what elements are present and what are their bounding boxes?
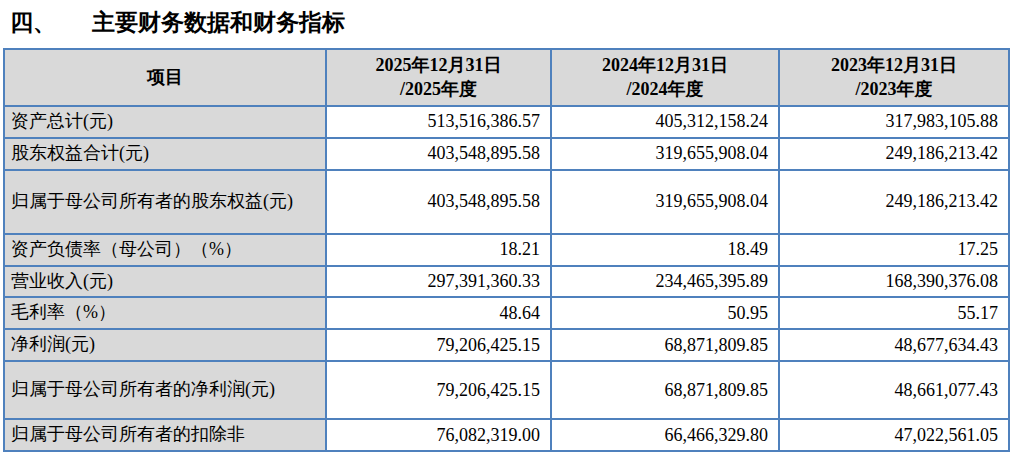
section-heading: 四、 主要财务数据和财务指标: [0, 0, 1011, 38]
table-header-row: 项目 2025年12月31日 /2025年度 2024年12月31日 /2024…: [4, 49, 1009, 106]
table-row: 毛利率（%） 48.64 50.95 55.17: [4, 297, 1009, 329]
section-title: 主要财务数据和财务指标: [92, 8, 345, 38]
value-2024: 18.49: [551, 234, 779, 266]
row-label: 营业收入(元): [4, 266, 326, 298]
header-2024-year: /2024年度: [552, 77, 778, 101]
value-2024: 319,655,908.04: [551, 170, 779, 234]
value-2024: 319,655,908.04: [551, 138, 779, 170]
row-label: 毛利率（%）: [4, 297, 326, 329]
header-2024: 2024年12月31日 /2024年度: [551, 49, 779, 106]
header-2023-year: /2023年度: [780, 77, 1008, 101]
value-2024: 405,312,158.24: [551, 106, 779, 138]
value-2023: 55.17: [779, 297, 1009, 329]
value-2025: 297,391,360.33: [326, 266, 551, 298]
header-2025-date: 2025年12月31日: [327, 53, 550, 77]
value-2025: 76,082,319.00: [326, 419, 551, 451]
value-2024: 66,466,329.80: [551, 419, 779, 451]
row-label: 归属于母公司所有者的扣除非: [4, 419, 326, 451]
value-2025: 513,516,386.57: [326, 106, 551, 138]
section-number: 四、: [10, 8, 56, 38]
table-row: 股东权益合计(元) 403,548,895.58 319,655,908.04 …: [4, 138, 1009, 170]
row-label: 归属于母公司所有者的股东权益(元): [4, 170, 326, 234]
value-2024: 50.95: [551, 297, 779, 329]
header-2023: 2023年12月31日 /2023年度: [779, 49, 1009, 106]
row-label: 资产负债率（母公司）（%）: [4, 234, 326, 266]
header-item: 项目: [4, 49, 326, 106]
value-2024: 68,871,809.85: [551, 329, 779, 361]
value-2023: 47,022,561.05: [779, 419, 1009, 451]
value-2025: 403,548,895.58: [326, 170, 551, 234]
header-2023-date: 2023年12月31日: [780, 53, 1008, 77]
value-2023: 48,661,077.43: [779, 361, 1009, 419]
value-2025: 79,206,425.15: [326, 361, 551, 419]
value-2025: 48.64: [326, 297, 551, 329]
value-2023: 48,677,634.43: [779, 329, 1009, 361]
value-2023: 249,186,213.42: [779, 170, 1009, 234]
row-label: 股东权益合计(元): [4, 138, 326, 170]
table-row: 资产总计(元) 513,516,386.57 405,312,158.24 31…: [4, 106, 1009, 138]
header-2025: 2025年12月31日 /2025年度: [326, 49, 551, 106]
table-row: 净利润(元) 79,206,425.15 68,871,809.85 48,67…: [4, 329, 1009, 361]
row-label: 净利润(元): [4, 329, 326, 361]
value-2023: 317,983,105.88: [779, 106, 1009, 138]
table-row: 归属于母公司所有者的股东权益(元) 403,548,895.58 319,655…: [4, 170, 1009, 234]
value-2025: 79,206,425.15: [326, 329, 551, 361]
header-2025-year: /2025年度: [327, 77, 550, 101]
value-2024: 68,871,809.85: [551, 361, 779, 419]
row-label: 归属于母公司所有者的净利润(元): [4, 361, 326, 419]
value-2024: 234,465,395.89: [551, 266, 779, 298]
value-2023: 17.25: [779, 234, 1009, 266]
table-row-clipped: 归属于母公司所有者的扣除非 76,082,319.00 66,466,329.8…: [4, 419, 1009, 451]
table-row: 资产负债率（母公司）（%） 18.21 18.49 17.25: [4, 234, 1009, 266]
header-2024-date: 2024年12月31日: [552, 53, 778, 77]
value-2023: 249,186,213.42: [779, 138, 1009, 170]
table-row: 归属于母公司所有者的净利润(元) 79,206,425.15 68,871,80…: [4, 361, 1009, 419]
row-label: 资产总计(元): [4, 106, 326, 138]
value-2025: 18.21: [326, 234, 551, 266]
value-2025: 403,548,895.58: [326, 138, 551, 170]
value-2023: 168,390,376.08: [779, 266, 1009, 298]
financial-data-table: 项目 2025年12月31日 /2025年度 2024年12月31日 /2024…: [3, 48, 1010, 452]
table-row: 营业收入(元) 297,391,360.33 234,465,395.89 16…: [4, 266, 1009, 298]
